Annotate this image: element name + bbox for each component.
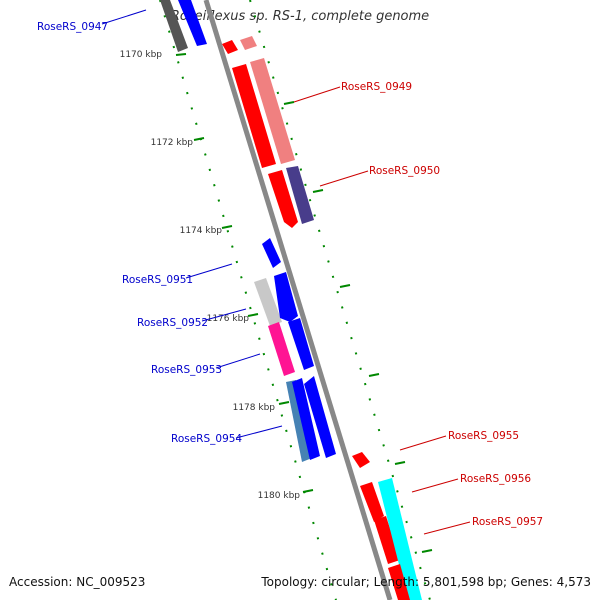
connector-0947 (101, 9, 147, 25)
gene-label-0947[interactable]: RoseRS_0947 (37, 21, 108, 33)
gene-0954-feature[interactable] (286, 380, 312, 462)
scale-label-1172: 1172 kbp (151, 138, 194, 148)
connector-0953 (215, 353, 261, 369)
connector-0954 (235, 425, 283, 439)
gene-bottom-red[interactable] (388, 564, 410, 600)
gene-0956-feature[interactable] (360, 482, 384, 522)
gene-blue-e[interactable] (304, 376, 336, 458)
gene-0949b-feature[interactable] (250, 58, 295, 164)
gene-label-0957[interactable]: RoseRS_0957 (472, 516, 543, 528)
gene-label-0949[interactable]: RoseRS_0949 (341, 81, 412, 93)
connector-0949 (293, 86, 341, 103)
gene-label-0953[interactable]: RoseRS_0953 (151, 364, 222, 376)
scale-label-1174: 1174 kbp (180, 226, 223, 236)
gene-0953-feature[interactable] (268, 322, 295, 376)
gene-0951-feature[interactable] (262, 238, 281, 268)
scale-label-1170: 1170 kbp (120, 50, 163, 60)
genome-backbone (203, 0, 393, 600)
gene-blue-c[interactable] (288, 318, 314, 370)
gene-label-0950[interactable]: RoseRS_0950 (369, 165, 440, 177)
gene-label-0952[interactable]: RoseRS_0952 (137, 317, 208, 329)
gene-0950b-feature[interactable] (286, 166, 314, 224)
scale-ticks (175, 53, 433, 553)
scale-label-1178: 1178 kbp (233, 403, 276, 413)
gene-small-pink-a[interactable] (240, 36, 257, 50)
gene-label-0954[interactable]: RoseRS_0954 (171, 433, 242, 445)
connector-0956 (411, 478, 459, 493)
gene-blue-d[interactable] (292, 378, 320, 460)
gene-label-0951[interactable]: RoseRS_0951 (122, 274, 193, 286)
gene-label-0955[interactable]: RoseRS_0955 (448, 430, 519, 442)
gene-blue-b[interactable] (274, 272, 298, 322)
scale-label-1176: 1176 kbp (207, 314, 250, 324)
gene-0955-feature[interactable] (352, 452, 370, 468)
gene-label-0956[interactable]: RoseRS_0956 (460, 473, 531, 485)
gene-0952-feature[interactable] (254, 278, 282, 326)
connector-0952 (201, 308, 247, 322)
genome-summary-text: Topology: circular; Length: 5,801,598 bp… (261, 575, 591, 589)
gene-small-red-a[interactable] (222, 40, 238, 54)
connector-0955 (399, 435, 447, 451)
gene-0949-feature[interactable] (232, 64, 276, 168)
gene-0947b-feature[interactable] (178, 0, 207, 46)
gene-0957-feature[interactable] (378, 478, 422, 600)
accession-text: Accession: NC_009523 (9, 575, 146, 589)
connector-0950 (319, 170, 369, 187)
connector-0957 (423, 521, 471, 535)
connector-0951 (185, 263, 233, 279)
gene-0947-feature[interactable] (160, 0, 188, 52)
scale-label-1180: 1180 kbp (258, 491, 301, 501)
map-title: Roseiflexus sp. RS-1, complete genome (170, 9, 430, 24)
gene-0950-feature[interactable] (268, 170, 298, 228)
gene-0956b-feature[interactable] (374, 516, 400, 564)
